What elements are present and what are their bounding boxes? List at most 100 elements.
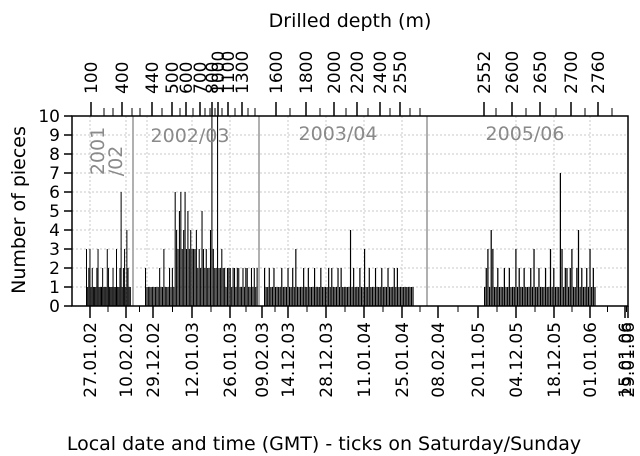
bar bbox=[507, 287, 509, 306]
bar bbox=[150, 287, 152, 306]
bar bbox=[194, 249, 196, 306]
x2-tick-label: 800 bbox=[203, 62, 223, 94]
y-tick-label: 1 bbox=[49, 278, 60, 298]
bar bbox=[559, 173, 561, 306]
bar bbox=[396, 268, 398, 306]
bar bbox=[238, 268, 240, 306]
bar bbox=[541, 287, 543, 306]
y-axis-label: Number of pieces bbox=[8, 126, 30, 294]
bar bbox=[249, 287, 251, 306]
bar bbox=[282, 287, 284, 306]
x-tick-label: 08.02.04 bbox=[429, 322, 449, 398]
bar bbox=[563, 287, 565, 306]
bar bbox=[92, 287, 94, 306]
bar bbox=[328, 268, 330, 306]
bar bbox=[512, 287, 514, 306]
bar bbox=[538, 268, 540, 306]
bar bbox=[293, 287, 295, 306]
x-tick-label: 04.12.05 bbox=[507, 322, 527, 398]
y-tick-label: 6 bbox=[49, 183, 60, 203]
bar bbox=[498, 287, 501, 306]
y-tick-label: 10 bbox=[38, 107, 60, 127]
bar bbox=[382, 287, 384, 306]
bar bbox=[241, 287, 243, 306]
bar bbox=[378, 287, 380, 306]
bar bbox=[183, 230, 185, 306]
bar bbox=[312, 287, 314, 306]
bar bbox=[591, 287, 593, 306]
x-tick-label: 20.11.05 bbox=[469, 322, 489, 398]
bar bbox=[406, 287, 408, 306]
bar bbox=[209, 230, 212, 306]
season-label: 2002/03 bbox=[151, 125, 230, 147]
bar bbox=[118, 287, 120, 306]
bar bbox=[149, 287, 151, 306]
bar bbox=[281, 268, 283, 306]
bar bbox=[114, 287, 116, 306]
bar bbox=[359, 268, 361, 306]
bar bbox=[587, 287, 589, 306]
bar bbox=[303, 268, 305, 306]
bar bbox=[129, 287, 131, 306]
bar bbox=[198, 249, 200, 306]
x2-tick-label: 400 bbox=[113, 62, 133, 94]
bar bbox=[315, 287, 317, 306]
bar bbox=[116, 249, 117, 306]
bar bbox=[564, 268, 566, 306]
bar bbox=[309, 287, 311, 306]
bar bbox=[181, 249, 183, 306]
bar bbox=[231, 287, 233, 306]
bar bbox=[356, 287, 358, 306]
bar bbox=[554, 287, 557, 306]
season-label: 2005/06 bbox=[486, 123, 565, 145]
bar bbox=[125, 287, 127, 306]
bar bbox=[211, 116, 213, 306]
bar bbox=[342, 287, 344, 306]
bar bbox=[349, 230, 352, 306]
bar bbox=[217, 116, 219, 306]
bar bbox=[109, 287, 111, 306]
bar bbox=[526, 287, 529, 306]
bar bbox=[398, 287, 400, 306]
bar bbox=[407, 287, 409, 306]
bar bbox=[265, 287, 267, 306]
x2-tick-label: 100 bbox=[82, 62, 102, 94]
x-axis-label: Local date and time (GMT) - ticks on Sat… bbox=[67, 433, 581, 455]
bar bbox=[571, 249, 573, 306]
x-tick-label: 29.01.06 bbox=[619, 322, 639, 398]
bar bbox=[346, 287, 348, 306]
bar bbox=[484, 287, 486, 306]
bar bbox=[102, 268, 104, 306]
bar bbox=[218, 268, 220, 306]
x-tick-label: 14.12.03 bbox=[279, 322, 299, 398]
bar bbox=[270, 287, 272, 306]
bar bbox=[104, 287, 106, 306]
bar bbox=[395, 287, 397, 306]
bar bbox=[317, 287, 319, 306]
y-tick-label: 3 bbox=[49, 240, 60, 260]
bar bbox=[289, 287, 291, 306]
bar bbox=[159, 268, 161, 306]
bar bbox=[296, 287, 298, 306]
bar bbox=[318, 287, 320, 306]
bar bbox=[364, 249, 366, 306]
bar bbox=[385, 287, 388, 306]
x-tick-label: 12.01.03 bbox=[183, 322, 203, 398]
bar bbox=[579, 287, 581, 306]
bar bbox=[204, 268, 206, 306]
bar bbox=[343, 287, 345, 306]
bar bbox=[188, 249, 190, 306]
bar bbox=[392, 287, 394, 306]
bar bbox=[252, 287, 254, 306]
bar bbox=[248, 287, 250, 306]
bar bbox=[171, 268, 173, 306]
bar bbox=[86, 249, 87, 306]
bar bbox=[94, 287, 96, 306]
bar bbox=[488, 287, 491, 306]
bar bbox=[235, 287, 237, 306]
bar bbox=[95, 287, 97, 306]
bar bbox=[145, 268, 147, 306]
bar bbox=[164, 287, 166, 306]
bar bbox=[160, 287, 162, 306]
